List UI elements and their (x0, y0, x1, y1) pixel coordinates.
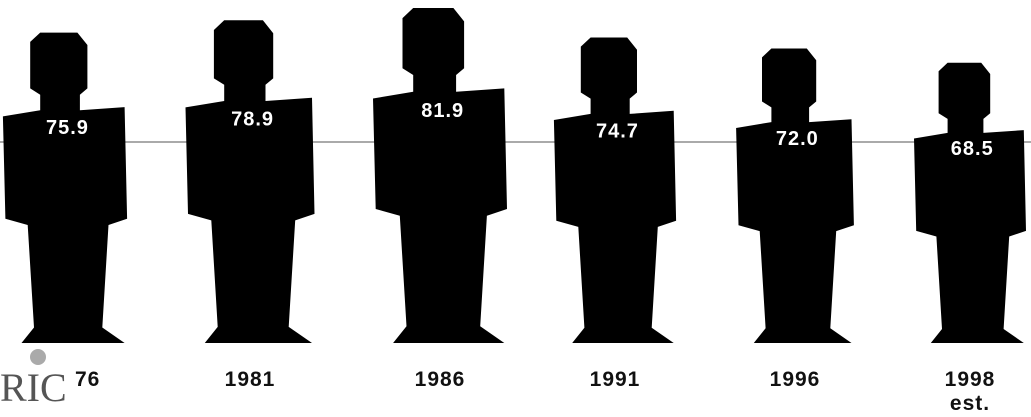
category-label: 1986 (380, 368, 500, 392)
value-label: 78.9 (231, 109, 274, 131)
category-label: 1998 est. (910, 368, 1030, 416)
value-label: 72.0 (776, 128, 819, 150)
page: 75.9 78.9 81.9 74.7 72.0 68.5 RIC 761981 1986 1… (0, 0, 1031, 417)
figure (736, 49, 854, 344)
figure (3, 33, 127, 343)
category-label: 1981 (190, 368, 310, 392)
figure (373, 8, 507, 343)
figure (186, 20, 315, 343)
value-label: 68.5 (951, 138, 994, 160)
chart: 75.9 78.9 81.9 74.7 72.0 68.5 (0, 0, 1031, 417)
logo-globe (30, 349, 46, 365)
figure (914, 63, 1026, 343)
category-label: 1996 (735, 368, 855, 392)
category-label: 1991 (555, 368, 675, 392)
logo: RIC (0, 368, 67, 408)
value-label: 74.7 (596, 120, 639, 142)
category-label: 76 (75, 368, 195, 392)
value-label: 81.9 (421, 100, 464, 122)
figure (554, 38, 676, 344)
value-label: 75.9 (46, 117, 89, 139)
